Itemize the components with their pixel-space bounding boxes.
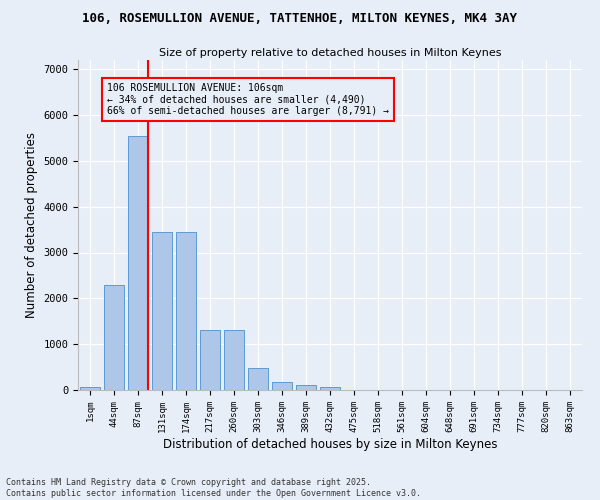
Bar [272, 382, 292, 390]
Title: Size of property relative to detached houses in Milton Keynes: Size of property relative to detached ho… [159, 48, 501, 58]
Bar [80, 386, 100, 390]
Bar [128, 136, 148, 390]
Bar [224, 330, 244, 390]
Bar [176, 232, 196, 390]
Bar [104, 284, 124, 390]
Bar [320, 386, 340, 390]
Text: 106 ROSEMULLION AVENUE: 106sqm
← 34% of detached houses are smaller (4,490)
66% : 106 ROSEMULLION AVENUE: 106sqm ← 34% of … [107, 83, 389, 116]
Text: 106, ROSEMULLION AVENUE, TATTENHOE, MILTON KEYNES, MK4 3AY: 106, ROSEMULLION AVENUE, TATTENHOE, MILT… [83, 12, 517, 26]
Bar [296, 386, 316, 390]
Y-axis label: Number of detached properties: Number of detached properties [25, 132, 38, 318]
Bar [152, 232, 172, 390]
X-axis label: Distribution of detached houses by size in Milton Keynes: Distribution of detached houses by size … [163, 438, 497, 450]
Bar [248, 368, 268, 390]
Bar [200, 330, 220, 390]
Text: Contains HM Land Registry data © Crown copyright and database right 2025.
Contai: Contains HM Land Registry data © Crown c… [6, 478, 421, 498]
